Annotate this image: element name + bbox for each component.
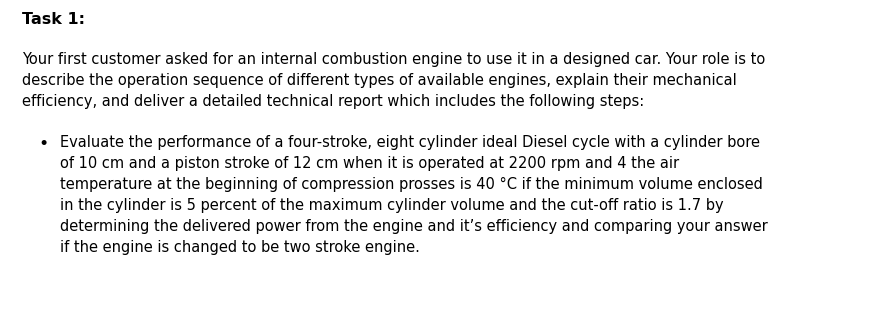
Text: •: •: [38, 135, 48, 153]
Text: Task 1:: Task 1:: [22, 12, 85, 27]
Text: Evaluate the performance of a four-stroke, eight cylinder ideal Diesel cycle wit: Evaluate the performance of a four-strok…: [60, 135, 767, 255]
Text: Your first customer asked for an internal combustion engine to use it in a desig: Your first customer asked for an interna…: [22, 52, 765, 109]
